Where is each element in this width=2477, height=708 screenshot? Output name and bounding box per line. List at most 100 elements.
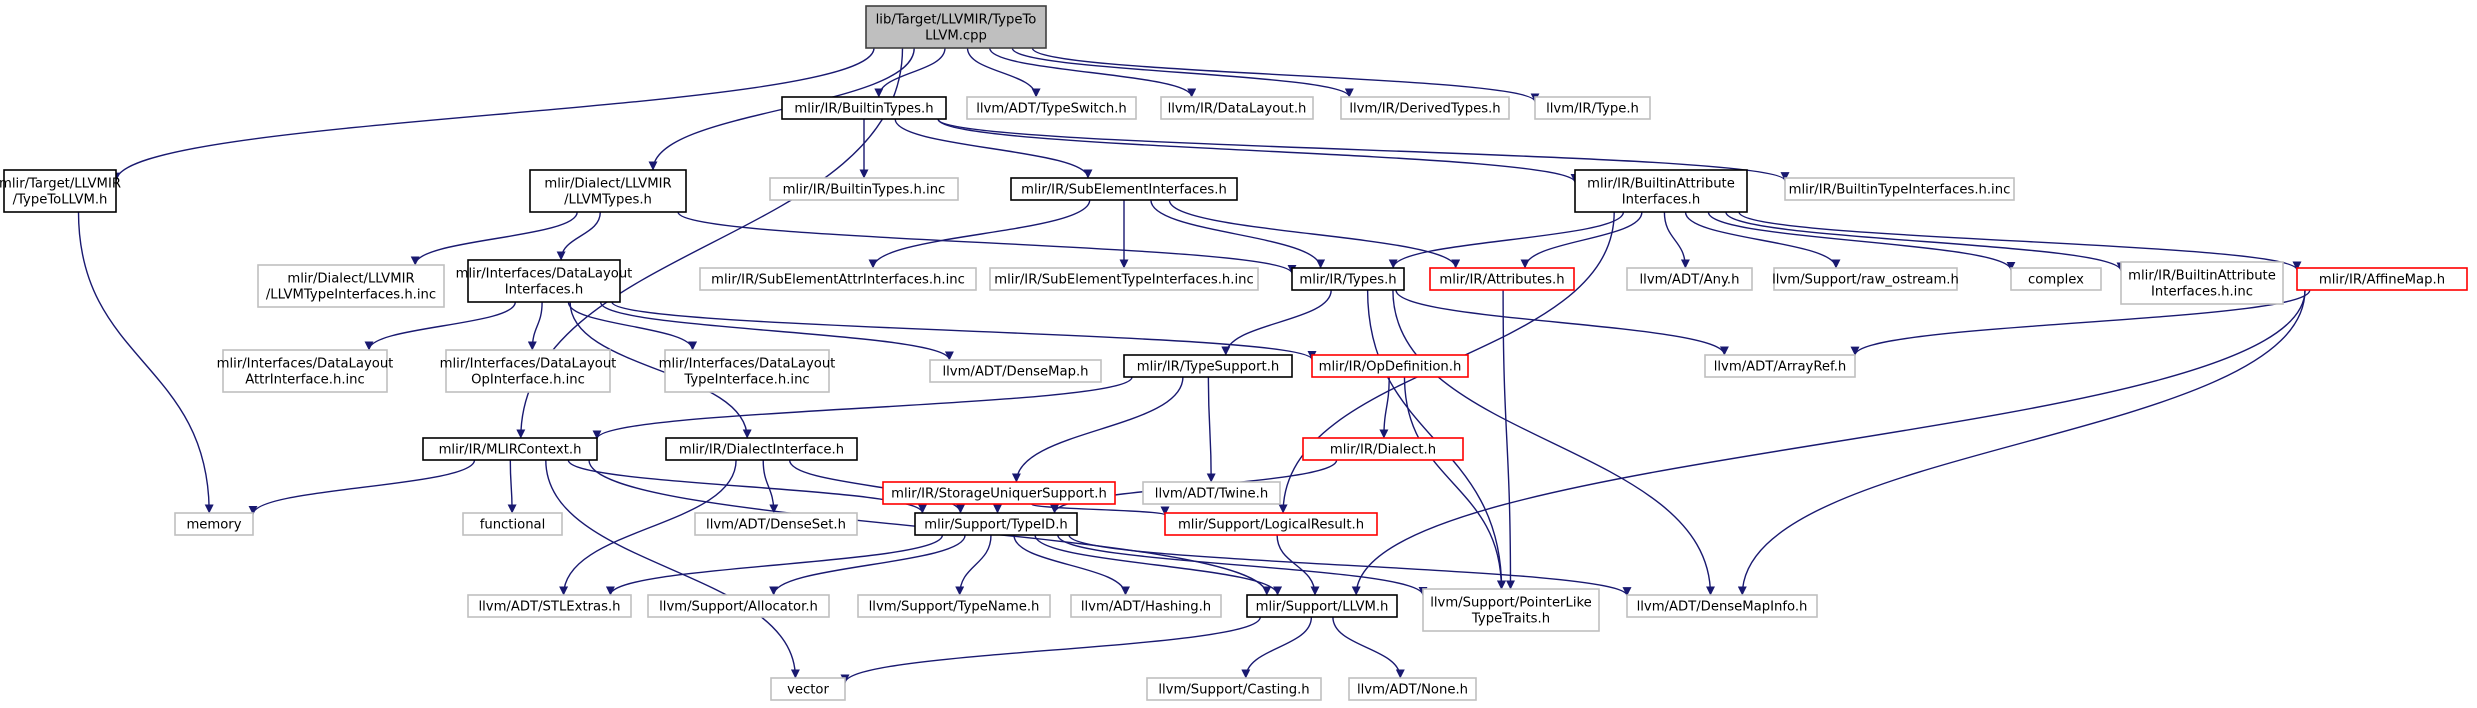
node-builtintypes[interactable]: mlir/IR/BuiltinTypes.h — [781, 96, 947, 120]
edge-arrow — [77, 211, 214, 514]
node-casting: llvm/Support/Casting.h — [1146, 677, 1322, 701]
edge-arrow — [1206, 376, 1216, 483]
node-label: llvm/IR/Type.h — [1546, 102, 1639, 117]
edge-arrow — [1068, 534, 1632, 597]
node-label: mlir/IR/BuiltinTypes.h.inc — [783, 183, 946, 198]
node-functional: functional — [462, 512, 563, 536]
edge-arrow — [599, 301, 954, 361]
edge-typeid-to-stlextras — [605, 534, 944, 596]
node-llvmtypes[interactable]: mlir/Dialect/LLVMIR/LLVMTypes.h — [529, 169, 687, 213]
node-label: llvm/Support/Casting.h — [1158, 683, 1309, 698]
node-box — [1311, 354, 1469, 378]
node-label: /LLVMTypes.h — [564, 193, 652, 208]
edge-target_typetollvm-to-memory — [77, 211, 214, 514]
node-box — [1704, 354, 1856, 378]
edge-builtinattrinterfaces-to-raw_ostream — [1684, 211, 1841, 269]
node-box — [647, 594, 830, 618]
node-memory: memory — [174, 512, 254, 536]
edge-arrow — [567, 459, 927, 514]
node-dialectinterface[interactable]: mlir/IR/DialectInterface.h — [665, 437, 858, 461]
node-label: LLVM.cpp — [925, 29, 987, 44]
node-typeid[interactable]: mlir/Support/TypeID.h — [914, 512, 1078, 536]
edge-builtinattrinterfaces-to-adt_any — [1663, 211, 1690, 269]
edge-arrow — [677, 211, 1297, 275]
node-typeswitch: llvm/ADT/TypeSwitch.h — [966, 96, 1137, 120]
node-label: mlir/IR/AffineMap.h — [2319, 273, 2445, 288]
node-mlircontext[interactable]: mlir/IR/MLIRContext.h — [422, 437, 598, 461]
edge-datalayoutinterfaces-to-dl_op_inc — [527, 301, 543, 351]
node-label: /LLVMTypeInterfaces.h.inc — [266, 288, 436, 303]
edge-root-to-derivedtypes — [1011, 47, 1354, 98]
edge-dialectinterface-to-stlextras — [559, 459, 737, 596]
node-label: llvm/ADT/Twine.h — [1155, 487, 1268, 502]
edge-arrow — [1057, 534, 1428, 596]
node-arrayref: llvm/ADT/ArrayRef.h — [1704, 354, 1856, 378]
node-box — [929, 359, 1102, 383]
edge-arrow — [840, 616, 1261, 684]
node-storageuniquer[interactable]: mlir/IR/StorageUniquerSupport.h — [882, 481, 1116, 505]
node-irdialect[interactable]: mlir/IR/Dialect.h — [1302, 437, 1464, 461]
node-supportllvm[interactable]: mlir/Support/LLVM.h — [1246, 594, 1398, 618]
node-box — [3, 169, 117, 213]
node-affinemap[interactable]: mlir/IR/AffineMap.h — [2296, 267, 2468, 291]
node-box — [1784, 177, 2015, 201]
node-subelemtype_inc: mlir/IR/SubElementTypeInterfaces.h.inc — [989, 267, 1259, 291]
node-box — [857, 594, 1051, 618]
node-label: memory — [186, 518, 241, 533]
edge-arrow — [1388, 211, 1625, 269]
node-logicalresult[interactable]: mlir/Support/LogicalResult.h — [1164, 512, 1378, 536]
node-dl_type_inc: mlir/Interfaces/DataLayoutTypeInterface.… — [659, 349, 835, 393]
edge-arrow — [1663, 211, 1690, 269]
node-builtintypes_inc: mlir/IR/BuiltinTypes.h.inc — [769, 177, 959, 201]
node-subelementinterfaces[interactable]: mlir/IR/SubElementInterfaces.h — [1010, 177, 1238, 201]
node-box — [1070, 594, 1222, 618]
node-target_typetollvm[interactable]: mlir/Target/LLVMIR/TypeToLLVM.h — [0, 169, 121, 213]
node-label: TypeTraits.h — [1471, 612, 1550, 627]
node-box — [781, 96, 947, 120]
node-box — [1534, 96, 1651, 120]
node-box — [1291, 267, 1405, 291]
edge-root-to-typeswitch — [966, 47, 1041, 98]
node-label: mlir/Dialect/LLVMIR — [287, 272, 414, 287]
edge-arrow — [592, 376, 1133, 440]
edge-arrow — [762, 459, 779, 514]
node-raw_ostream: llvm/Support/raw_ostream.h — [1772, 267, 1959, 291]
edge-typeid-to-supportllvm — [1034, 534, 1283, 596]
edge-arrow — [1725, 211, 2126, 272]
edge-arrow — [1351, 289, 2306, 596]
edge-subelementinterfaces-to-irtypes — [1150, 199, 1326, 269]
node-label: llvm/ADT/None.h — [1357, 683, 1468, 698]
node-attributes[interactable]: mlir/IR/Attributes.h — [1429, 267, 1575, 291]
edge-typesupport-to-twine — [1206, 376, 1216, 483]
node-llvmtypeinterfaces_inc: mlir/Dialect/LLVMIR/LLVMTypeInterfaces.h… — [257, 264, 445, 308]
node-box — [529, 169, 687, 213]
edge-arrow — [364, 301, 516, 351]
node-label: mlir/IR/DialectInterface.h — [679, 443, 844, 458]
node-box — [1010, 177, 1238, 201]
node-root[interactable]: lib/Target/LLVMIR/TypeToLLVM.cpp — [865, 5, 1047, 49]
edge-arrow — [1150, 199, 1326, 269]
node-label: llvm/ADT/Any.h — [1640, 273, 1740, 288]
node-typesupport[interactable]: mlir/IR/TypeSupport.h — [1123, 354, 1293, 378]
edge-builtinattrinterfaces-to-attributes — [1520, 211, 1643, 269]
edge-dialectinterface-to-denseset — [762, 459, 779, 514]
edge-arrow — [1011, 376, 1184, 483]
node-label: mlir/Interfaces/DataLayout — [217, 357, 394, 372]
edge-llvmtypes-to-irtypes — [677, 211, 1297, 275]
node-label: mlir/Interfaces/DataLayout — [440, 357, 617, 372]
node-box — [1164, 512, 1378, 536]
edge-subelementinterfaces-to-attributes — [1168, 199, 1461, 269]
node-label: llvm/IR/DataLayout.h — [1168, 102, 1307, 117]
node-label: llvm/ADT/Hashing.h — [1081, 600, 1211, 615]
node-box — [914, 512, 1078, 536]
node-subelemattr_inc: mlir/IR/SubElementAttrInterfaces.h.inc — [699, 267, 977, 291]
node-irtypes[interactable]: mlir/IR/Types.h — [1291, 267, 1405, 291]
node-opdefinition[interactable]: mlir/IR/OpDefinition.h — [1311, 354, 1469, 378]
edge-datalayoutinterfaces-to-dl_type_inc — [567, 301, 698, 351]
node-box — [1626, 594, 1818, 618]
node-box — [665, 437, 858, 461]
node-label: functional — [480, 518, 546, 533]
